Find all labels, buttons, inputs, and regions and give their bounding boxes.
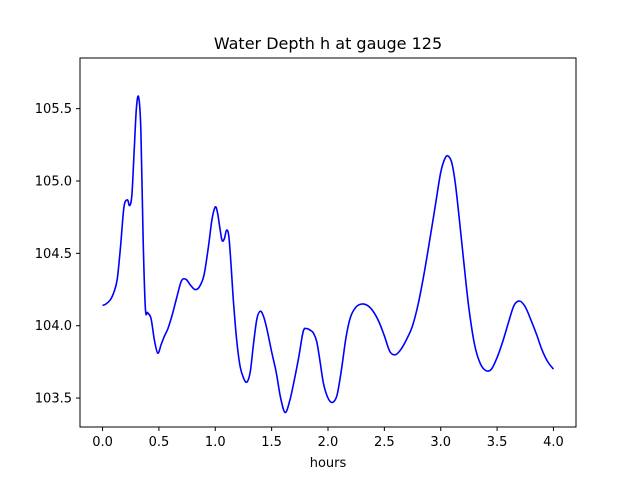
x-tick-label: 0.0 (92, 435, 113, 450)
x-tick-label: 2.0 (318, 435, 339, 450)
y-tick-label: 105.0 (35, 175, 72, 190)
x-tick-label: 3.0 (430, 435, 451, 450)
x-tick-label: 1.0 (205, 435, 226, 450)
y-tick-label: 104.5 (35, 247, 72, 262)
series-line-0 (102, 95, 555, 414)
x-tick-label: 2.5 (374, 435, 395, 450)
y-tick-label: 105.5 (35, 102, 72, 117)
y-axis-ticks: 103.5 104.0 104.5 105.0 105.5 (35, 102, 80, 407)
chart-title: Water Depth h at gauge 125 (214, 34, 442, 53)
x-axis-ticks: 0.0 0.5 1.0 1.5 2.0 2.5 3.0 3.5 4.0 (92, 427, 564, 450)
x-tick-label: 1.5 (261, 435, 282, 450)
x-tick-label: 0.5 (149, 435, 170, 450)
x-tick-label: 4.0 (543, 435, 564, 450)
y-tick-label: 103.5 (35, 392, 72, 407)
plot-area (79, 57, 577, 428)
x-axis-label: hours (310, 456, 347, 471)
axes-frame (79, 57, 577, 428)
series-layer (102, 95, 555, 414)
x-tick-label: 3.5 (487, 435, 508, 450)
y-tick-label: 104.0 (35, 319, 72, 334)
